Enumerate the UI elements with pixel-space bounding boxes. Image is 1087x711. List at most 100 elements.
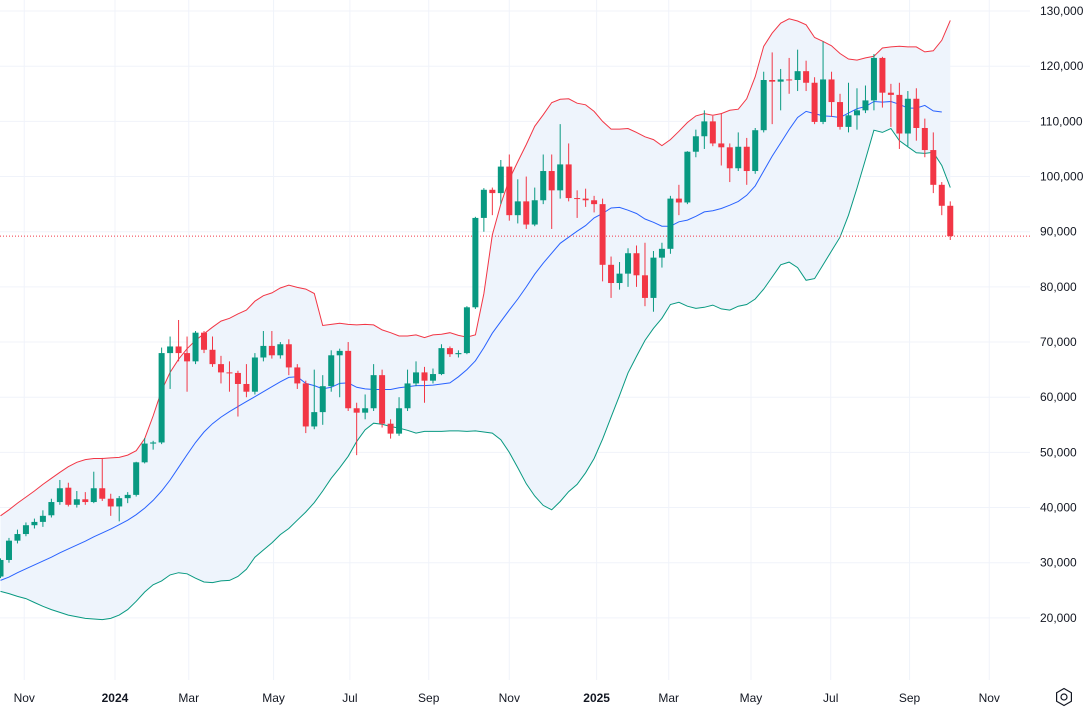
candle-20[interactable] xyxy=(167,336,174,389)
candle-105[interactable] xyxy=(887,83,894,127)
candle-28[interactable] xyxy=(234,370,241,417)
candle-77[interactable] xyxy=(650,251,657,312)
candle-88[interactable] xyxy=(743,137,750,185)
candle-80[interactable] xyxy=(675,184,682,216)
candle-51[interactable] xyxy=(429,368,436,384)
candle-55[interactable] xyxy=(463,306,470,355)
candle-70[interactable] xyxy=(591,195,598,213)
candle-91[interactable] xyxy=(769,52,776,125)
candle-41[interactable] xyxy=(345,342,352,412)
candle-0[interactable] xyxy=(0,558,4,579)
candle-13[interactable] xyxy=(107,493,114,516)
candle-34[interactable] xyxy=(285,339,292,376)
candle-14[interactable] xyxy=(116,495,123,522)
candle-62[interactable] xyxy=(523,176,530,229)
candle-8[interactable] xyxy=(65,482,72,507)
candlesticks[interactable] xyxy=(0,41,954,579)
candle-60[interactable] xyxy=(506,154,513,221)
candle-72[interactable] xyxy=(608,256,615,298)
chart-settings-button[interactable] xyxy=(1053,686,1075,708)
candle-47[interactable] xyxy=(396,397,403,436)
candle-86[interactable] xyxy=(726,143,733,183)
candle-74[interactable] xyxy=(625,248,632,287)
candle-38[interactable] xyxy=(319,375,326,425)
candle-45[interactable] xyxy=(379,369,386,428)
candle-102[interactable] xyxy=(862,85,869,114)
candle-87[interactable] xyxy=(735,132,742,172)
candle-6[interactable] xyxy=(48,498,55,518)
candle-37[interactable] xyxy=(311,369,318,430)
candle-106[interactable] xyxy=(896,82,903,149)
candle-32[interactable] xyxy=(268,331,275,359)
candle-71[interactable] xyxy=(599,198,606,282)
candle-66[interactable] xyxy=(557,124,564,199)
candle-42[interactable] xyxy=(353,402,360,456)
candle-24[interactable] xyxy=(201,331,208,354)
candle-15[interactable] xyxy=(124,492,131,504)
candle-61[interactable] xyxy=(514,179,521,224)
candle-12[interactable] xyxy=(99,457,106,501)
candle-3[interactable] xyxy=(22,522,29,537)
candle-65[interactable] xyxy=(548,154,555,229)
candle-33[interactable] xyxy=(277,342,284,359)
candle-58[interactable] xyxy=(489,187,496,216)
x-axis[interactable]: Nov 2024 Mar May Jul Sep Nov 2025 Mar May Jul Sep No… xyxy=(14,691,1000,705)
candle-63[interactable] xyxy=(531,187,538,227)
candle-16[interactable] xyxy=(133,461,140,497)
candle-82[interactable] xyxy=(692,129,699,158)
candle-64[interactable] xyxy=(540,154,547,205)
candle-54[interactable] xyxy=(455,350,462,358)
candle-67[interactable] xyxy=(565,143,572,202)
candle-4[interactable] xyxy=(31,518,38,529)
candle-50[interactable] xyxy=(421,366,428,403)
candle-17[interactable] xyxy=(141,438,148,464)
candle-68[interactable] xyxy=(574,190,581,218)
candle-83[interactable] xyxy=(701,110,708,149)
candle-25[interactable] xyxy=(209,336,216,367)
candle-39[interactable] xyxy=(328,350,335,392)
candle-97[interactable] xyxy=(820,41,827,125)
candle-7[interactable] xyxy=(56,479,63,505)
candle-107[interactable] xyxy=(904,91,911,147)
candle-85[interactable] xyxy=(718,113,725,166)
candle-98[interactable] xyxy=(828,71,835,117)
candle-78[interactable] xyxy=(658,242,665,268)
candle-10[interactable] xyxy=(82,492,89,505)
candle-89[interactable] xyxy=(752,127,759,174)
candle-36[interactable] xyxy=(302,380,309,434)
candle-9[interactable] xyxy=(73,491,80,508)
candle-111[interactable] xyxy=(938,182,945,216)
candle-29[interactable] xyxy=(243,364,250,398)
candle-93[interactable] xyxy=(786,57,793,94)
candle-46[interactable] xyxy=(387,419,394,439)
candle-94[interactable] xyxy=(794,49,801,92)
candle-75[interactable] xyxy=(633,245,640,287)
candle-95[interactable] xyxy=(803,60,810,92)
candle-1[interactable] xyxy=(5,537,12,563)
candle-76[interactable] xyxy=(641,242,648,307)
candle-109[interactable] xyxy=(921,118,928,158)
candle-108[interactable] xyxy=(913,88,920,141)
candle-40[interactable] xyxy=(336,348,343,398)
candle-30[interactable] xyxy=(251,353,258,395)
candle-69[interactable] xyxy=(582,188,589,207)
candle-79[interactable] xyxy=(667,195,674,254)
candle-22[interactable] xyxy=(184,336,191,392)
candle-23[interactable] xyxy=(192,331,199,365)
candle-101[interactable] xyxy=(853,88,860,130)
candle-57[interactable] xyxy=(480,188,487,232)
candle-110[interactable] xyxy=(930,132,937,194)
candle-92[interactable] xyxy=(777,68,784,111)
candle-43[interactable] xyxy=(362,394,369,420)
candle-44[interactable] xyxy=(370,364,377,412)
candle-18[interactable] xyxy=(150,440,157,450)
candle-90[interactable] xyxy=(760,71,767,133)
candle-52[interactable] xyxy=(438,344,445,376)
candle-48[interactable] xyxy=(404,369,411,412)
candle-99[interactable] xyxy=(837,93,844,130)
candle-59[interactable] xyxy=(497,159,504,205)
candle-19[interactable] xyxy=(158,347,165,445)
candle-2[interactable] xyxy=(14,529,21,544)
candle-73[interactable] xyxy=(616,262,623,290)
